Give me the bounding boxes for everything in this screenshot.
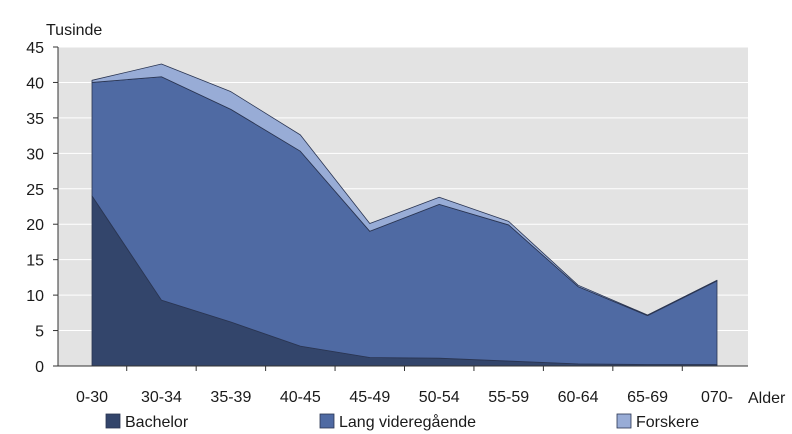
y-tick-label: 35	[26, 111, 44, 128]
x-tick-label: 55-59	[488, 389, 529, 406]
area-series-3	[91, 63, 718, 317]
x-tick-label: 60-64	[558, 389, 599, 406]
y-tick-label: 5	[35, 324, 44, 341]
y-tick-label: 25	[26, 182, 44, 199]
y-tick-label: 0	[35, 359, 44, 376]
y-tick-label: 45	[26, 40, 44, 57]
x-tick-label: 65-69	[627, 389, 668, 406]
x-axis-title: Alder	[748, 390, 786, 407]
legend-swatch-3	[616, 413, 632, 429]
x-tick-label: 40-45	[280, 389, 321, 406]
legend-swatch-2	[319, 413, 335, 429]
y-tick-label: 10	[26, 288, 44, 305]
y-tick-label: 20	[26, 217, 44, 234]
legend-label-3: Forskere	[636, 414, 699, 431]
legend-label-2: Lang videregående	[339, 413, 476, 431]
y-axis-title: Tusinde	[46, 22, 102, 39]
x-tick-label: 50-54	[419, 389, 460, 406]
x-tick-label: 070-	[701, 389, 733, 406]
x-tick-label: 0-30	[76, 389, 108, 406]
x-tick-label: 45-49	[349, 389, 390, 406]
y-tick-label: 15	[26, 253, 44, 270]
x-tick-label: 35-39	[210, 389, 251, 406]
y-tick-label: 30	[26, 146, 44, 163]
x-tick-label: 30-34	[141, 389, 182, 406]
y-tick-label: 40	[26, 75, 44, 92]
legend-label-1: Bachelor	[125, 414, 189, 431]
legend-swatch-1	[105, 413, 121, 429]
